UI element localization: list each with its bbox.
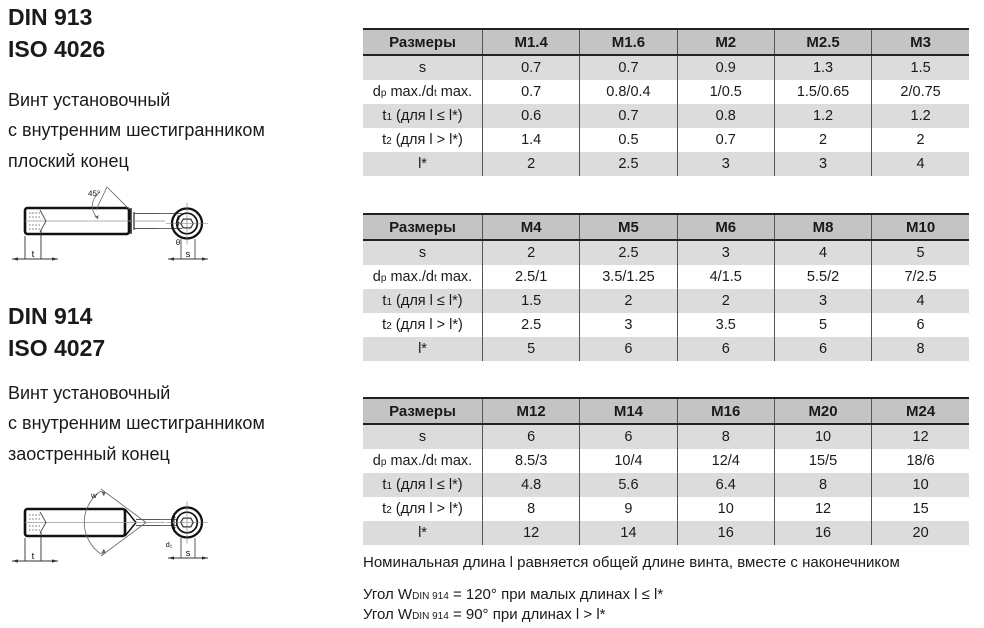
svg-text:d₁: d₁ [166, 540, 173, 549]
svg-text:s: s [186, 249, 191, 260]
svg-text:w: w [90, 491, 97, 500]
svg-text:θ: θ [176, 238, 181, 247]
svg-text:t: t [32, 551, 35, 562]
svg-text:t: t [32, 249, 35, 260]
svg-text:s: s [186, 548, 191, 559]
svg-text:45°: 45° [88, 189, 100, 198]
